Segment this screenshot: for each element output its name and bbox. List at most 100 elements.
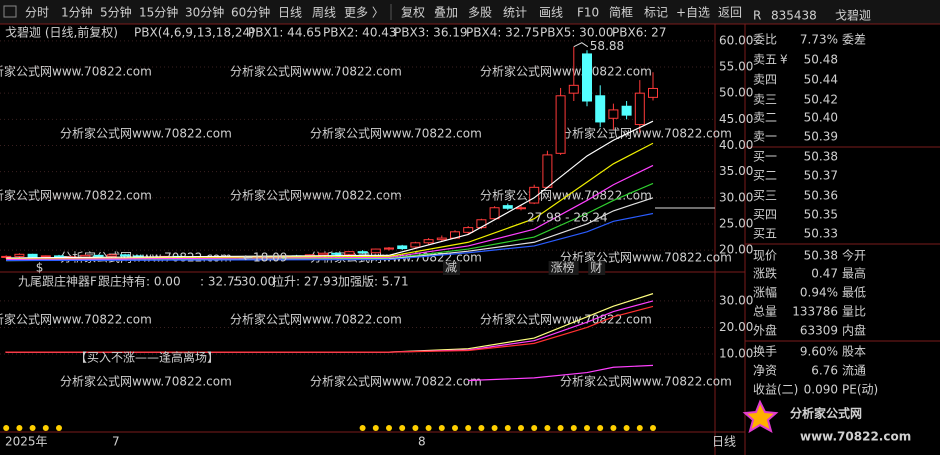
- legend-entry: PBX1: 44.65: [248, 26, 322, 40]
- toolbar-button[interactable]: 标记: [644, 6, 668, 20]
- candle-body: [357, 251, 368, 254]
- signal-dot: [412, 425, 419, 431]
- row-icon: ¥: [780, 53, 788, 67]
- signal-dot: [623, 425, 630, 431]
- row-label: 买三: [753, 189, 777, 203]
- row-label: 委比: [753, 33, 777, 47]
- toolbar-button[interactable]: 统计: [503, 6, 527, 20]
- candle-body: [318, 252, 328, 256]
- row-label: 卖一: [753, 130, 777, 144]
- marker-bg: [443, 261, 460, 275]
- watermark: 分析家公式网www.70822.com: [230, 188, 402, 203]
- row-label: 卖五: [753, 53, 777, 67]
- signal-dot: [452, 425, 458, 431]
- row-label: 卖三: [753, 93, 777, 107]
- stock-name: 戈碧迦: [835, 9, 871, 23]
- row-suffix: 流通: [842, 364, 866, 378]
- signal-dot: [425, 425, 432, 431]
- y-tick-label: 60.00: [719, 33, 753, 47]
- toolbar-button[interactable]: 叠加: [434, 6, 458, 20]
- watermark: 分析家公式网www.70822.com: [480, 64, 652, 79]
- watermark: 分析家公式网www.70822.com: [560, 374, 732, 389]
- candle-body: [595, 95, 606, 123]
- ma-line: [6, 120, 654, 259]
- signal-dot: [438, 425, 445, 431]
- annotation: ←18.09: [243, 251, 287, 265]
- indicator-line: [468, 364, 654, 382]
- row-label: 总量: [753, 305, 777, 319]
- candle-body: [384, 247, 394, 250]
- row-label: 卖四: [753, 73, 777, 87]
- candle-body: [436, 237, 447, 241]
- y-tick-label: 30.00: [719, 293, 753, 307]
- signal-dot: [359, 425, 366, 431]
- watermark: 分析家公式网www.70822.com: [230, 64, 402, 79]
- signal-dot: [597, 425, 604, 431]
- candle-body: [370, 248, 381, 254]
- candle-body: [634, 92, 645, 126]
- toolbar-button[interactable]: 60分钟: [231, 5, 270, 20]
- row-label: 买二: [753, 169, 777, 183]
- row-label: 收益(二): [753, 383, 798, 397]
- toolbar-button[interactable]: 简框: [609, 6, 633, 20]
- toolbar-button[interactable]: F10: [577, 6, 599, 20]
- row-value: 50.38: [804, 150, 838, 164]
- toolbar-button[interactable]: 5分钟: [100, 5, 132, 20]
- signal-dot: [56, 425, 62, 431]
- watermark: 分析家公式网www.70822.com: [0, 312, 152, 327]
- row-value: 50.38: [804, 249, 838, 263]
- toolbar-button[interactable]: 多股: [468, 6, 492, 20]
- y-tick-label: 55.00: [719, 60, 753, 74]
- signal-dot: [650, 425, 656, 431]
- legend-entry: PBX2: 40.43: [323, 26, 397, 40]
- toolbar-button[interactable]: +自选: [676, 6, 710, 20]
- ma-line: [6, 164, 654, 261]
- ma-line: [6, 142, 654, 260]
- row-value: 50.39: [804, 130, 838, 144]
- toolbar-button[interactable]: 日线: [278, 6, 302, 20]
- candle-body: [344, 251, 355, 255]
- legend-entry: PBX6: 27: [612, 26, 666, 40]
- candle-body: [463, 227, 474, 233]
- candle-body: [529, 186, 540, 204]
- row-value: 50.40: [804, 111, 838, 125]
- candle-body: [410, 242, 421, 248]
- watermark: 分析家公式网www.70822.com: [480, 312, 652, 327]
- row-value: 0.94%: [800, 286, 838, 300]
- toolbar-button[interactable]: 更多 〉: [344, 6, 384, 20]
- candle-body: [331, 252, 342, 255]
- signal-dot: [518, 425, 524, 431]
- toolbar-button[interactable]: 复权: [401, 6, 425, 20]
- row-suffix: 最低: [842, 286, 866, 300]
- row-label: 卖二: [753, 111, 777, 125]
- y-tick-label: 25.00: [719, 216, 753, 230]
- toolbar-button[interactable]: 1分钟: [61, 5, 93, 20]
- date-label: 8: [418, 435, 426, 449]
- candle-body: [106, 254, 117, 257]
- candle-body: [423, 239, 434, 244]
- row-value: 9.60%: [800, 345, 838, 359]
- y-tick-label: 30.00: [719, 190, 753, 204]
- toolbar-button[interactable]: 画线: [539, 6, 563, 20]
- watermark: 分析家公式网www.70822.com: [60, 126, 232, 141]
- candle-body: [80, 254, 91, 258]
- legend-entry: PBX5: 30.00: [540, 26, 614, 40]
- row-value: 50.37: [804, 169, 838, 183]
- legend-entry: : 30.00: [233, 275, 275, 289]
- toolbar-button[interactable]: 15分钟: [139, 5, 178, 20]
- marker-bg: [588, 261, 606, 275]
- flag: R: [753, 9, 761, 23]
- toolbar-button[interactable]: 返回: [718, 6, 742, 20]
- toolbar-button[interactable]: 分时: [25, 6, 49, 20]
- toolbar-icon: [3, 5, 17, 18]
- toolbar-button[interactable]: 30分钟: [185, 5, 224, 20]
- legend-entry: 跟庄持有: 0.00: [98, 274, 181, 289]
- signal-dot: [504, 425, 511, 431]
- toolbar-button[interactable]: 周线: [312, 6, 336, 20]
- row-label: 现价: [753, 249, 777, 263]
- row-value: 0.090: [804, 383, 838, 397]
- y-tick-label: 40.00: [719, 138, 753, 152]
- signal-dot: [584, 425, 590, 431]
- candle-body: [14, 253, 25, 257]
- annotation: 58.88: [590, 39, 624, 53]
